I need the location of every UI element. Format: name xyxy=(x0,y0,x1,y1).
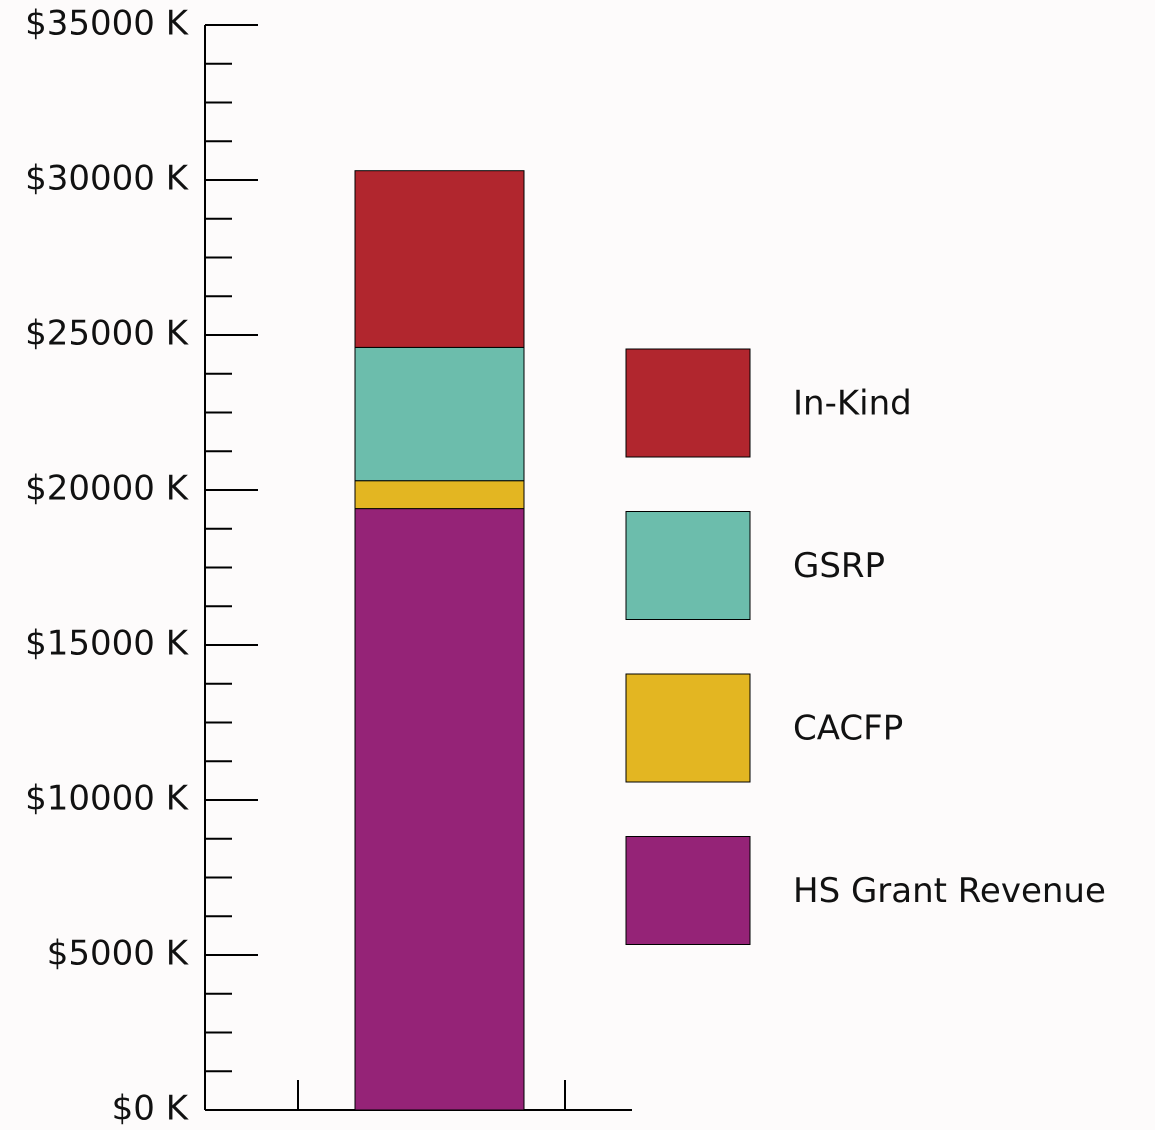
legend-label: In-Kind xyxy=(793,384,912,424)
y-tick-label: $5000 K xyxy=(47,934,190,974)
y-tick-label: $25000 K xyxy=(25,314,190,354)
legend-swatch xyxy=(626,837,750,945)
y-tick-label: $20000 K xyxy=(25,469,190,509)
legend-swatch xyxy=(626,349,750,457)
y-tick-label: $10000 K xyxy=(25,779,190,819)
legend-label: GSRP xyxy=(793,546,885,586)
chart: $0 K $5000 K $10000 K $15000 K $20000 K $2500… xyxy=(0,0,1155,1130)
legend-swatch xyxy=(626,512,750,620)
bar-segment xyxy=(355,347,524,480)
page: $0 K $5000 K $10000 K $15000 K $20000 K $2500… xyxy=(0,0,1155,1130)
bar-segment xyxy=(355,481,524,509)
y-tick-label: $0 K xyxy=(112,1089,190,1129)
bar-segment xyxy=(355,171,524,348)
legend-label: HS Grant Revenue xyxy=(793,871,1106,911)
legend-swatch xyxy=(626,674,750,782)
legend-label: CACFP xyxy=(793,709,903,749)
y-tick-label: $35000 K xyxy=(25,4,190,44)
y-tick-label: $30000 K xyxy=(25,159,190,199)
y-tick-label: $15000 K xyxy=(25,624,190,664)
bar-segment xyxy=(355,509,524,1110)
